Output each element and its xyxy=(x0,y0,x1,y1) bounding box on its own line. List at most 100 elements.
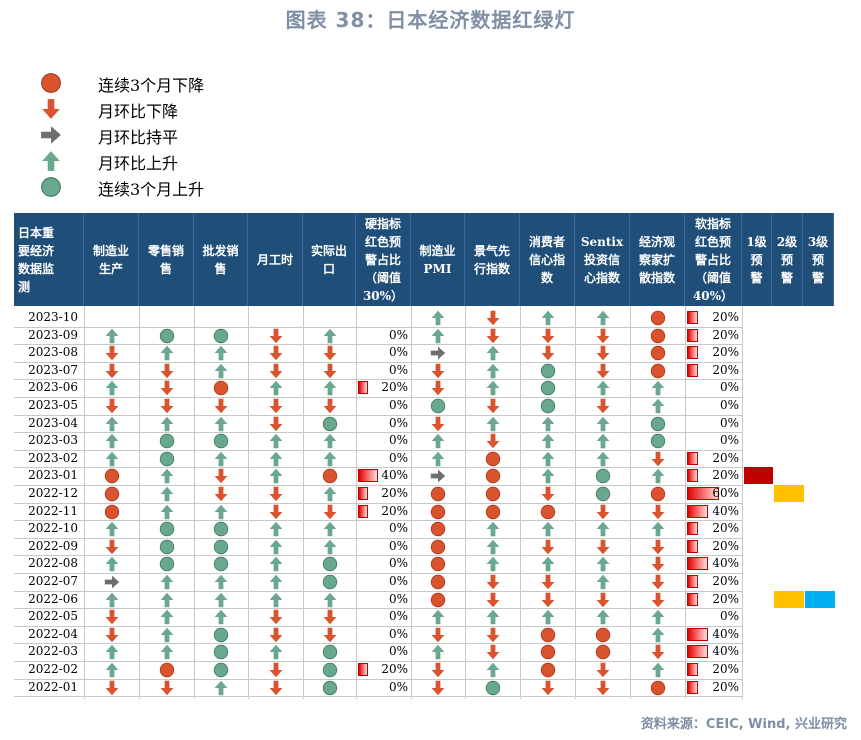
column-header: 实际出口 xyxy=(303,213,356,306)
up-arrow-icon xyxy=(322,328,338,344)
grid-hline xyxy=(14,520,742,522)
up-arrow-icon xyxy=(268,451,284,467)
up-arrow-icon xyxy=(104,662,120,678)
down-arrow-icon xyxy=(430,363,446,379)
up-arrow-icon xyxy=(322,521,338,537)
red-circle-icon xyxy=(485,451,501,467)
up-arrow-icon xyxy=(485,556,501,572)
up-arrow-icon xyxy=(540,609,556,625)
green-circle-icon xyxy=(540,398,556,414)
down-arrow-icon xyxy=(540,345,556,361)
legend-label: 连续3个月上升 xyxy=(98,180,205,199)
row-date: 2022-11 xyxy=(28,503,78,518)
up-arrow-icon xyxy=(485,363,501,379)
up-arrow-icon xyxy=(540,556,556,572)
warning-ratio-value: 20% xyxy=(381,662,408,676)
green-circle-icon xyxy=(595,468,611,484)
grid-vline xyxy=(520,306,521,699)
legend-label: 月环比上升 xyxy=(98,154,179,173)
up-arrow-icon xyxy=(540,468,556,484)
green-circle-icon xyxy=(159,433,175,449)
table-row: 2022-03 0% 40% xyxy=(14,643,834,661)
grid-hline xyxy=(14,573,742,574)
down-arrow-icon xyxy=(595,592,611,608)
down-arrow-icon xyxy=(104,627,120,643)
table-row: 2022-04 0% 40% xyxy=(14,626,834,644)
grid-vline xyxy=(356,306,357,699)
up-arrow-icon xyxy=(485,416,501,432)
warning-ratio-value: 0% xyxy=(719,415,739,430)
grid-hline xyxy=(14,361,742,363)
warning-ratio-value: 0% xyxy=(719,380,739,395)
down-arrow-icon xyxy=(159,398,175,414)
warning-ratio-value: 40% xyxy=(381,468,408,483)
grid-vline xyxy=(465,306,466,699)
table-row: 2022-06 0% 20% xyxy=(14,590,835,609)
warning-level-2-block xyxy=(774,485,804,502)
warning-ratio-bar xyxy=(358,663,368,676)
up-arrow-icon xyxy=(485,521,501,537)
down-arrow-icon xyxy=(430,662,446,678)
row-date: 2022-04 xyxy=(28,626,78,641)
down-arrow-icon xyxy=(159,680,175,696)
red-circle-icon xyxy=(322,468,338,484)
red-circle-icon xyxy=(540,627,556,643)
warning-ratio-value: 20% xyxy=(712,521,739,536)
up-arrow-icon xyxy=(595,433,611,449)
table-row: 2022-10 0% 20% xyxy=(14,520,834,538)
red-circle-icon xyxy=(430,486,446,502)
red-circle-icon xyxy=(430,574,446,590)
down-arrow-icon xyxy=(650,539,666,555)
red-circle-icon xyxy=(485,486,501,502)
column-header: 消费者 信心指数 xyxy=(520,213,575,306)
warning-ratio-value: 0% xyxy=(388,521,408,536)
up-arrow-icon xyxy=(650,380,666,396)
grid-vline xyxy=(630,306,631,699)
down-arrow-icon xyxy=(430,416,446,432)
column-header: 日本重 要经济 数据监测 xyxy=(14,213,84,306)
column-header: Sentix 投资信 心指数 xyxy=(575,213,630,306)
row-date: 2023-05 xyxy=(28,398,78,412)
up-arrow-icon xyxy=(485,380,501,396)
up-arrow-icon xyxy=(104,521,120,537)
warning-ratio-value: 40% xyxy=(712,556,739,571)
up-arrow-icon xyxy=(650,662,666,678)
down-arrow-icon xyxy=(213,398,229,414)
warning-ratio-bar xyxy=(687,504,708,518)
column-header: 制造业PMI xyxy=(411,213,465,306)
green-circle-icon xyxy=(213,539,229,555)
row-date: 2023-10 xyxy=(28,310,78,324)
green-circle-icon xyxy=(213,662,229,678)
row-date: 2023-03 xyxy=(28,433,78,448)
up-arrow-icon xyxy=(322,592,338,608)
down-arrow-icon xyxy=(213,486,229,502)
column-header: 零售销售 xyxy=(139,213,194,306)
up-arrow-icon xyxy=(268,468,284,484)
warning-ratio-value: 60% xyxy=(712,486,739,500)
up-arrow-icon xyxy=(104,380,120,396)
table-row: 2023-05 0% 0% xyxy=(14,397,834,415)
green-circle-icon xyxy=(650,416,666,432)
row-date: 2022-08 xyxy=(28,556,78,571)
legend-label: 月环比下降 xyxy=(98,102,179,121)
down-arrow-icon xyxy=(104,398,120,414)
up-arrow-icon xyxy=(159,627,175,643)
warning-ratio-value: 20% xyxy=(712,310,739,324)
up-arrow-icon xyxy=(595,310,611,326)
down-arrow-icon xyxy=(104,539,120,555)
table-row: 2023-04 0% 0% xyxy=(14,415,834,433)
warning-ratio-bar xyxy=(687,645,708,659)
table-row: 2022-07 0% 20% xyxy=(14,573,834,591)
green-circle-icon xyxy=(322,644,338,660)
up-arrow-icon xyxy=(268,574,284,590)
down-arrow-icon xyxy=(540,680,556,696)
warning-ratio-value: 20% xyxy=(712,362,739,377)
down-arrow-icon xyxy=(322,345,338,361)
down-arrow-icon xyxy=(322,504,338,520)
warning-ratio-bar xyxy=(687,539,698,553)
up-arrow-icon xyxy=(104,328,120,344)
warning-ratio-value: 20% xyxy=(381,503,408,518)
column-header: 硬指标 红色预 警占比 （阈值 30%） xyxy=(356,213,411,306)
table-row: 2023-03 0% 0% xyxy=(14,432,834,450)
down-arrow-icon xyxy=(650,504,666,520)
